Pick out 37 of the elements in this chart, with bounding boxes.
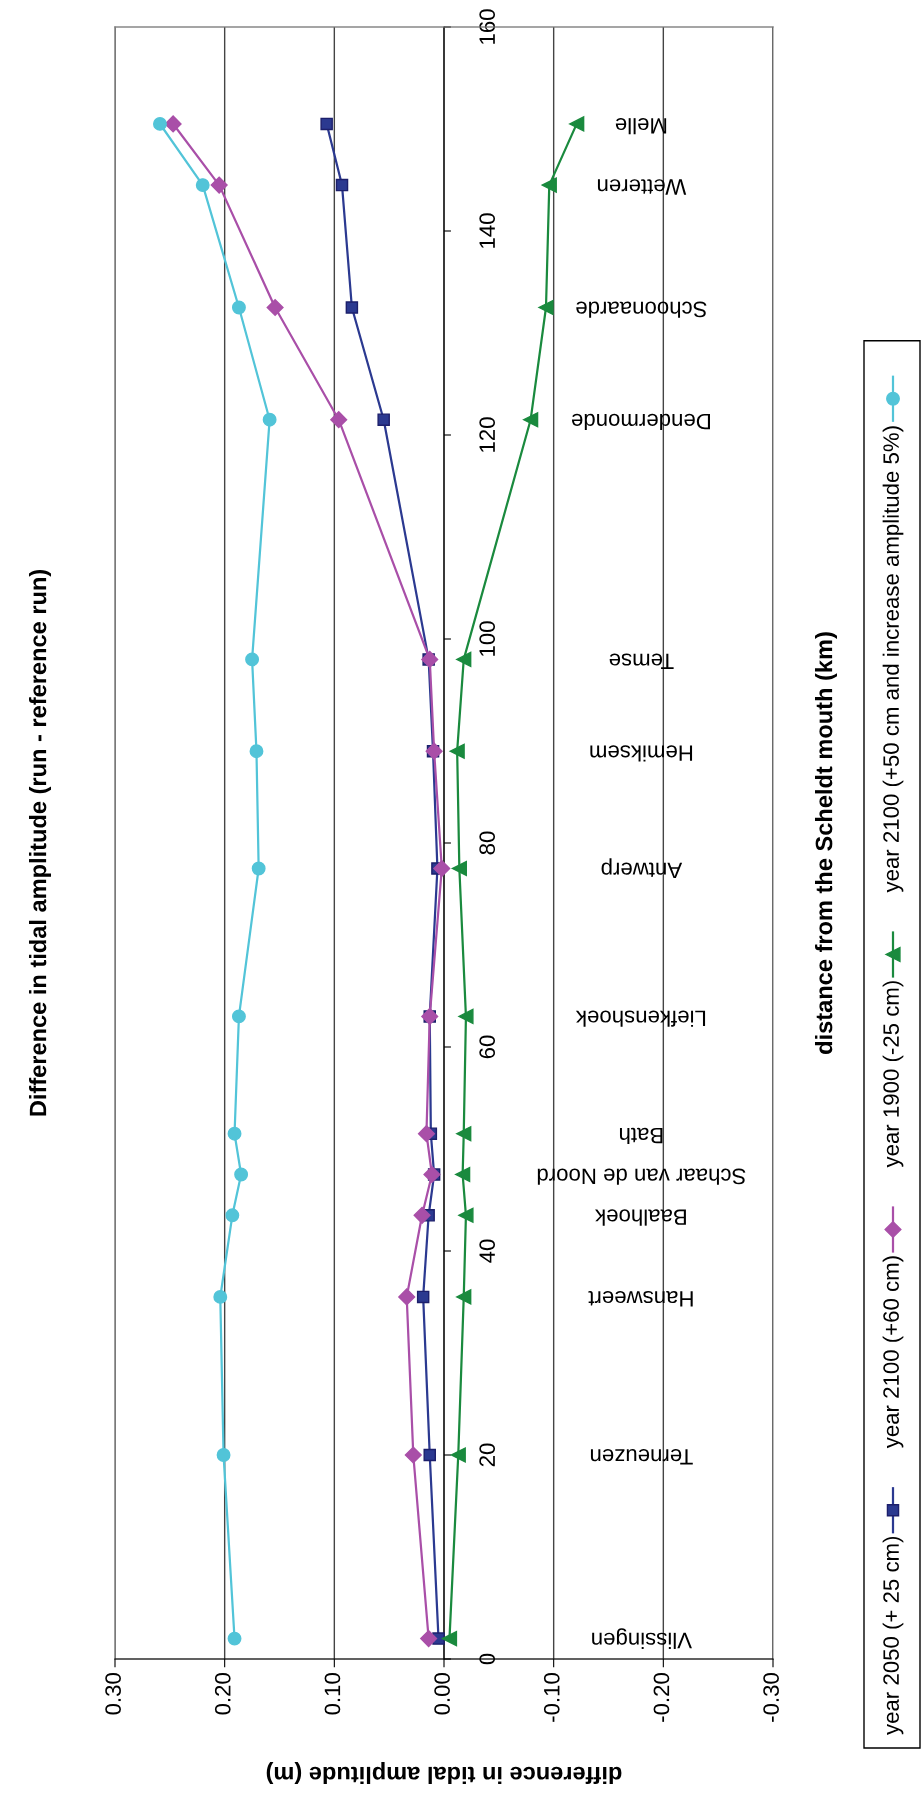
x-tick-label: -0.20 [653, 1673, 670, 1722]
annotation: Hansweert [588, 1290, 693, 1307]
annotation: Baalhoek [595, 1209, 686, 1226]
annotation: Schaar van de Noord [537, 1168, 746, 1185]
annotation: Antwerp [601, 858, 683, 879]
annotation: Wetteren [597, 179, 687, 195]
x-tick-label: 0.00 [434, 1673, 450, 1715]
annotation: Terneuzen [590, 1449, 693, 1465]
annotation: Dendermonde [571, 413, 710, 431]
y-tick-label: 120 [479, 417, 496, 452]
y-tick-label: 80 [479, 831, 496, 855]
legend-label: year 2050 (+ 25 cm) [882, 1536, 904, 1735]
annotation: Hemiksem [590, 745, 693, 762]
legend-label: year 2100 (+60 cm) [882, 1256, 904, 1449]
annotation: Melle [615, 117, 667, 135]
y-tick-label: 20 [479, 1443, 496, 1467]
annotation: Vlissingen [592, 1628, 692, 1649]
y-tick-label: 0 [479, 1653, 496, 1665]
annotation: Schoonaarde [576, 301, 707, 318]
legend-label: year 1900 (-25 cm) [882, 981, 904, 1168]
x-tick-label: 0.30 [105, 1673, 121, 1715]
annotation: Temse [609, 653, 674, 669]
text: Difference in tidal amplitude (run - reference run) [29, 569, 52, 1116]
x-tick-label: -0.10 [543, 1673, 560, 1722]
x-tick-label: -0.30 [763, 1673, 779, 1722]
legend-label: year 2100 (+50 cm and increase amplitude 5%) [882, 426, 904, 893]
x-axis-title: difference in tidal amplitude (m) [266, 1762, 622, 1785]
y-tick-label: 60 [479, 1035, 496, 1059]
y-tick-label: 140 [479, 213, 496, 248]
x-tick-label: 0.20 [214, 1673, 231, 1715]
annotation: Liefkenshoek [575, 1010, 706, 1027]
x-tick-label: 0.10 [324, 1673, 341, 1715]
y-tick-label: 40 [479, 1239, 496, 1263]
annotation: Bath [619, 1127, 663, 1145]
y-tick-label: 160 [479, 9, 496, 44]
y-axis-title: distance from the Scheldt mouth (km) [814, 632, 838, 1054]
y-tick-label: 100 [479, 621, 496, 656]
